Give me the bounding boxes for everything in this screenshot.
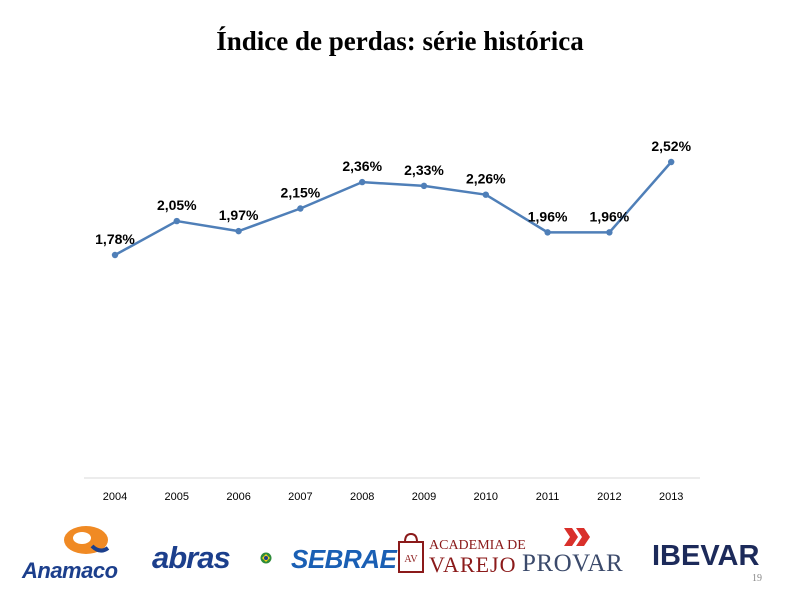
x-tick-label-2009: 2009 (412, 491, 436, 503)
data-point-2006 (235, 227, 242, 235)
data-label-2010: 2,26% (466, 171, 506, 187)
data-label-2006: 1,97% (219, 207, 259, 223)
abras-wordmark: abras (152, 540, 231, 575)
data-point-2009 (420, 182, 428, 190)
anamaco-mark-icon (64, 526, 110, 554)
data-point-2013 (668, 158, 675, 166)
page-number: 19 (752, 573, 762, 584)
x-tick-label-2005: 2005 (165, 491, 189, 503)
data-label-2004: 1,78% (95, 231, 135, 247)
loss-index-line-chart: 1,78% 2,05% 1,97% 2,15% 2,36% 2,33% 2,26% 1,96%… (84, 138, 700, 503)
data-point-2008 (359, 178, 366, 186)
data-point-2007 (297, 205, 304, 212)
slide-title: Índice de perdas: série histórica (216, 26, 584, 56)
provar-logo: PROVAR (522, 526, 647, 582)
data-label-2008: 2,36% (342, 158, 382, 174)
academia-wordmark-top: ACADEMIA DE (429, 538, 526, 553)
x-tick-label-2004: 2004 (103, 491, 127, 503)
anamaco-wordmark: Anamaco (22, 558, 118, 583)
provar-chevrons-icon (564, 528, 590, 546)
x-tick-label-2013: 2013 (659, 491, 683, 503)
x-tick-label-2007: 2007 (288, 491, 312, 503)
sebrae-logo: SEBRAE (291, 544, 397, 575)
anamaco-logo: Anamaco (22, 524, 137, 583)
data-label-2011: 1,96% (528, 208, 568, 224)
x-tick-label-2012: 2012 (597, 491, 621, 503)
data-point-2005 (173, 217, 180, 225)
data-label-2013: 2,52% (651, 138, 691, 154)
provar-wordmark: PROVAR (522, 550, 624, 577)
x-tick-label-2006: 2006 (226, 491, 250, 503)
data-point-2004 (111, 251, 119, 259)
abras-logo: abras (152, 540, 272, 576)
x-tick-label-2008: 2008 (350, 491, 374, 503)
academia-de-varejo-logo: AV ACADEMIA DE VAREJO (396, 532, 526, 582)
data-label-2005: 2,05% (157, 197, 197, 213)
brazil-flag-icon (260, 552, 272, 564)
sponsor-logos: Anamaco abras SEBRAE AV ACADEMIA DE VARE… (0, 520, 800, 590)
data-label-2007: 2,15% (281, 185, 321, 201)
ibevar-logo: IBEVAR (652, 540, 759, 573)
academia-wordmark-bottom: VAREJO (429, 552, 517, 577)
series-line (114, 161, 673, 257)
x-tick-label-2010: 2010 (474, 491, 498, 503)
ibevar-wordmark: IBEVAR (652, 540, 760, 572)
data-point-2012 (606, 229, 613, 236)
data-point-2011 (544, 229, 551, 236)
data-label-2012: 1,96% (590, 208, 630, 224)
shopping-bag-icon: AV (398, 532, 424, 573)
data-point-2010 (482, 191, 489, 198)
data-label-2009: 2,33% (404, 162, 444, 178)
academia-mark-text: AV (404, 554, 418, 565)
x-tick-label-2011: 2011 (536, 491, 560, 503)
sebrae-wordmark: SEBRAE (291, 544, 397, 574)
